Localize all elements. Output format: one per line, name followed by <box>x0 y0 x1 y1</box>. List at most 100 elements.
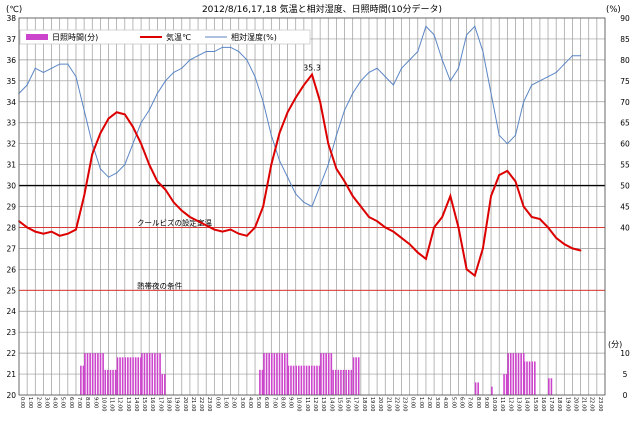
sunshine-bar <box>512 353 515 395</box>
sunshine-bar <box>259 369 261 395</box>
humidity-point <box>311 205 313 208</box>
x-tick-label: 6:00 <box>459 397 465 408</box>
sunshine-bar <box>276 353 278 395</box>
x-tick-label: 20:00 <box>572 397 578 411</box>
sunshine-bar <box>140 357 142 395</box>
x-tick-label: 1:00 <box>27 397 33 408</box>
humidity-point <box>83 109 85 111</box>
y-left-tick-label: 28 <box>6 223 16 232</box>
humidity-point <box>547 76 549 78</box>
x-tick-label: 4:00 <box>442 397 448 408</box>
sunshine-bar <box>308 365 310 395</box>
y-sunshine-tick-label: 10 <box>620 349 630 358</box>
humidity-point <box>34 67 36 69</box>
sunshine-bar <box>91 353 94 395</box>
sunshine-bar <box>305 365 308 395</box>
temperature-point <box>42 232 45 235</box>
humidity-point <box>409 59 411 61</box>
y-left-tick-label: 38 <box>6 14 16 23</box>
x-tick-label: 18:00 <box>556 397 562 411</box>
x-tick-label: 19:00 <box>369 397 375 411</box>
x-tick-label: 10:00 <box>100 397 106 411</box>
humidity-point <box>189 59 191 61</box>
sunshine-bar <box>99 353 102 395</box>
humidity-point <box>539 80 541 82</box>
x-tick-label: 23:00 <box>597 397 603 411</box>
temperature-point <box>213 228 216 231</box>
sunshine-bar <box>528 361 531 395</box>
sunshine-bar <box>507 353 509 395</box>
temperature-point <box>335 167 338 170</box>
x-tick-label: 13:00 <box>515 397 521 411</box>
sunshine-bar <box>534 361 536 395</box>
humidity-point <box>327 164 329 166</box>
x-tick-label: 0:00 <box>410 397 416 408</box>
sunshine-bar <box>112 369 114 395</box>
x-tick-label: 17:00 <box>548 397 554 411</box>
humidity-point <box>107 176 110 178</box>
humidity-point <box>319 184 321 187</box>
x-tick-label: 22:00 <box>589 397 595 411</box>
sunshine-bar <box>520 353 522 395</box>
sunshine-bar <box>526 361 528 395</box>
humidity-point <box>50 67 53 69</box>
sunshine-bar <box>287 365 290 395</box>
sunshine-bar <box>283 353 286 395</box>
sunshine-bar <box>121 357 124 395</box>
x-tick-label: 8:00 <box>84 397 90 408</box>
temperature-point <box>107 117 110 120</box>
sunshine-bar <box>337 369 340 395</box>
y-right-tick-label: 45 <box>620 203 630 212</box>
humidity-point <box>148 109 150 111</box>
y-left-tick-label: 20 <box>6 391 16 400</box>
temperature-point <box>172 201 175 204</box>
x-tick-label: 2:00 <box>35 397 41 408</box>
humidity-point <box>164 80 167 82</box>
humidity-point <box>555 71 557 74</box>
x-tick-label: 5:00 <box>255 397 261 408</box>
x-tick-label: 2:00 <box>231 397 237 408</box>
temperature-point <box>506 169 509 172</box>
temperature-point <box>327 142 330 145</box>
temperature-point <box>99 132 102 135</box>
sunshine-bar <box>523 361 526 395</box>
humidity-point <box>132 143 134 145</box>
temperature-point <box>433 226 435 229</box>
humidity-point <box>254 76 256 78</box>
x-tick-label: 1:00 <box>222 397 228 408</box>
y-right-tick-label: 65 <box>620 119 630 128</box>
temperature-point <box>302 84 305 86</box>
x-tick-label: 23:00 <box>206 397 212 411</box>
humidity-point <box>474 25 476 27</box>
humidity-point <box>360 80 362 82</box>
sunshine-bar <box>330 353 333 395</box>
sunshine-bar <box>141 353 143 395</box>
x-tick-label: 15:00 <box>532 397 538 411</box>
humidity-point <box>368 71 370 74</box>
x-tick-label: 7:00 <box>76 397 82 408</box>
temperature-point <box>140 142 142 145</box>
x-tick-label: 18:00 <box>166 397 172 411</box>
sunshine-bar <box>347 369 350 395</box>
sunshine-bar <box>327 353 330 395</box>
temperature-point <box>197 220 199 223</box>
x-tick-label: 19:00 <box>174 397 180 411</box>
temperature-point <box>26 226 29 229</box>
temperature-point <box>408 243 411 246</box>
sunshine-bar <box>265 353 268 395</box>
x-tick-label: 17:00 <box>157 397 163 411</box>
temperature-point <box>278 132 281 135</box>
temperature-point <box>579 249 582 252</box>
temperature-point <box>83 195 86 197</box>
x-tick-label: 22:00 <box>393 397 399 411</box>
sunshine-bar <box>84 353 86 395</box>
y-left-tick-label: 35 <box>6 77 16 86</box>
humidity-point <box>466 34 468 36</box>
legend: 日照時間(分) 気温℃ 相対湿度(%) <box>19 29 311 45</box>
temperature-point <box>514 180 517 183</box>
x-tick-label: 12:00 <box>507 397 513 411</box>
humidity-point <box>213 50 215 53</box>
sunshine-bar <box>86 353 89 395</box>
humidity-point <box>124 164 126 166</box>
sunshine-bar <box>503 374 505 395</box>
